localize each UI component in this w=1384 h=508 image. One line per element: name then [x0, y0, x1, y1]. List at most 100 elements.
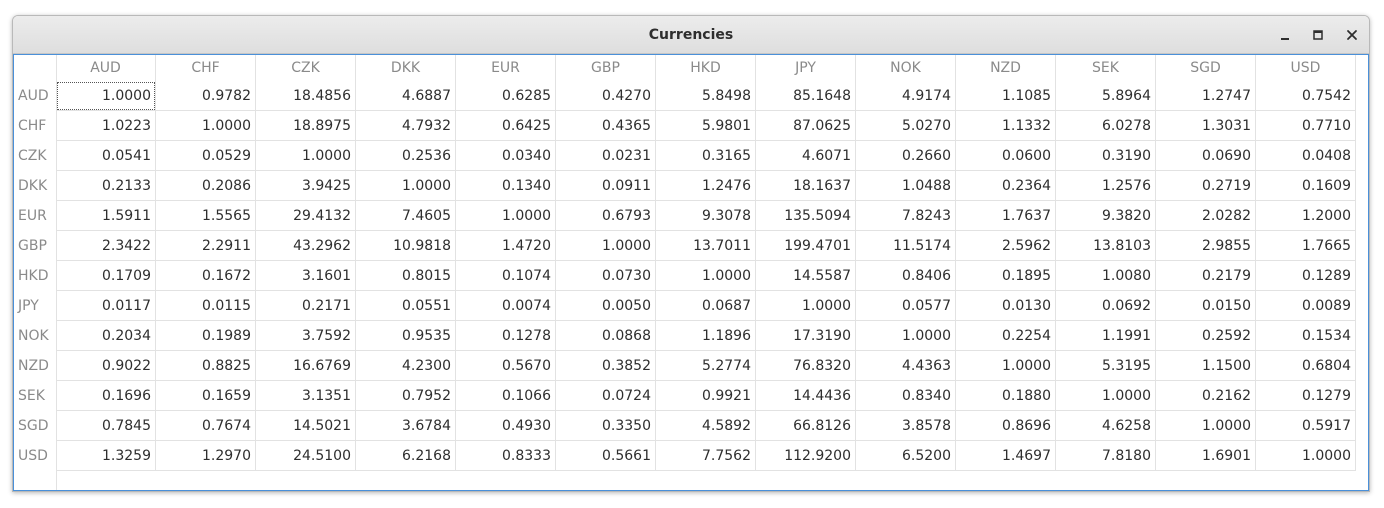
rate-cell-eur-jpy[interactable]: 135.5094 — [756, 201, 856, 231]
rate-cell-jpy-hkd[interactable]: 0.0687 — [656, 291, 756, 321]
rate-cell-czk-hkd[interactable]: 0.3165 — [656, 141, 756, 171]
rate-cell-sek-hkd[interactable]: 0.9921 — [656, 381, 756, 411]
rate-cell-dkk-jpy[interactable]: 18.1637 — [756, 171, 856, 201]
rate-cell-sek-dkk[interactable]: 0.7952 — [356, 381, 456, 411]
rate-cell-aud-chf[interactable]: 0.9782 — [156, 81, 256, 111]
rate-cell-usd-nok[interactable]: 6.5200 — [856, 441, 956, 471]
rate-cell-gbp-eur[interactable]: 1.4720 — [456, 231, 556, 261]
rate-cell-aud-eur[interactable]: 0.6285 — [456, 81, 556, 111]
rate-cell-usd-nzd[interactable]: 1.4697 — [956, 441, 1056, 471]
rate-cell-dkk-chf[interactable]: 0.2086 — [156, 171, 256, 201]
rate-cell-chf-nzd[interactable]: 1.1332 — [956, 111, 1056, 141]
rate-cell-gbp-aud[interactable]: 2.3422 — [56, 231, 156, 261]
rate-cell-nok-chf[interactable]: 0.1989 — [156, 321, 256, 351]
rate-cell-chf-aud[interactable]: 1.0223 — [56, 111, 156, 141]
rate-cell-nzd-hkd[interactable]: 5.2774 — [656, 351, 756, 381]
rate-cell-nzd-sgd[interactable]: 1.1500 — [1156, 351, 1256, 381]
rate-cell-czk-czk[interactable]: 1.0000 — [256, 141, 356, 171]
rate-cell-aud-nok[interactable]: 4.9174 — [856, 81, 956, 111]
rate-cell-nzd-aud[interactable]: 0.9022 — [56, 351, 156, 381]
rate-cell-hkd-czk[interactable]: 3.1601 — [256, 261, 356, 291]
rate-cell-aud-hkd[interactable]: 5.8498 — [656, 81, 756, 111]
rate-cell-usd-sgd[interactable]: 1.6901 — [1156, 441, 1256, 471]
rate-cell-chf-chf[interactable]: 1.0000 — [156, 111, 256, 141]
rate-cell-sek-nok[interactable]: 0.8340 — [856, 381, 956, 411]
minimize-button[interactable] — [1276, 26, 1294, 44]
rate-cell-czk-eur[interactable]: 0.0340 — [456, 141, 556, 171]
rate-cell-sek-sgd[interactable]: 0.2162 — [1156, 381, 1256, 411]
rate-cell-nzd-dkk[interactable]: 4.2300 — [356, 351, 456, 381]
rate-cell-jpy-eur[interactable]: 0.0074 — [456, 291, 556, 321]
rate-cell-czk-nok[interactable]: 0.2660 — [856, 141, 956, 171]
rate-cell-nok-sek[interactable]: 1.1991 — [1056, 321, 1156, 351]
rate-cell-aud-gbp[interactable]: 0.4270 — [556, 81, 656, 111]
rate-cell-sgd-chf[interactable]: 0.7674 — [156, 411, 256, 441]
rate-cell-jpy-gbp[interactable]: 0.0050 — [556, 291, 656, 321]
rate-cell-sgd-sgd[interactable]: 1.0000 — [1156, 411, 1256, 441]
rate-cell-sek-czk[interactable]: 3.1351 — [256, 381, 356, 411]
rate-cell-sgd-dkk[interactable]: 3.6784 — [356, 411, 456, 441]
rate-cell-eur-nzd[interactable]: 1.7637 — [956, 201, 1056, 231]
rate-cell-nzd-jpy[interactable]: 76.8320 — [756, 351, 856, 381]
rate-cell-eur-eur[interactable]: 1.0000 — [456, 201, 556, 231]
rate-cell-jpy-jpy[interactable]: 1.0000 — [756, 291, 856, 321]
rate-cell-dkk-nzd[interactable]: 0.2364 — [956, 171, 1056, 201]
rate-cell-sgd-sek[interactable]: 4.6258 — [1056, 411, 1156, 441]
close-button[interactable] — [1343, 26, 1361, 44]
rate-cell-sek-chf[interactable]: 0.1659 — [156, 381, 256, 411]
rate-cell-gbp-jpy[interactable]: 199.4701 — [756, 231, 856, 261]
rate-cell-czk-sek[interactable]: 0.3190 — [1056, 141, 1156, 171]
rate-cell-sek-nzd[interactable]: 0.1880 — [956, 381, 1056, 411]
maximize-button[interactable] — [1309, 26, 1327, 44]
rate-cell-aud-usd[interactable]: 0.7542 — [1256, 81, 1356, 111]
rate-cell-hkd-hkd[interactable]: 1.0000 — [656, 261, 756, 291]
rate-cell-eur-hkd[interactable]: 9.3078 — [656, 201, 756, 231]
rate-cell-nok-aud[interactable]: 0.2034 — [56, 321, 156, 351]
rate-cell-gbp-nzd[interactable]: 2.5962 — [956, 231, 1056, 261]
rate-cell-aud-jpy[interactable]: 85.1648 — [756, 81, 856, 111]
rate-cell-czk-sgd[interactable]: 0.0690 — [1156, 141, 1256, 171]
rate-cell-gbp-sgd[interactable]: 2.9855 — [1156, 231, 1256, 261]
rate-cell-jpy-nzd[interactable]: 0.0130 — [956, 291, 1056, 321]
rate-cell-jpy-nok[interactable]: 0.0577 — [856, 291, 956, 321]
rate-cell-jpy-chf[interactable]: 0.0115 — [156, 291, 256, 321]
rate-cell-chf-sek[interactable]: 6.0278 — [1056, 111, 1156, 141]
rate-cell-aud-sek[interactable]: 5.8964 — [1056, 81, 1156, 111]
rate-cell-hkd-nok[interactable]: 0.8406 — [856, 261, 956, 291]
rate-cell-eur-nok[interactable]: 7.8243 — [856, 201, 956, 231]
rate-cell-dkk-usd[interactable]: 0.1609 — [1256, 171, 1356, 201]
rate-cell-sgd-eur[interactable]: 0.4930 — [456, 411, 556, 441]
rate-cell-nok-hkd[interactable]: 1.1896 — [656, 321, 756, 351]
rate-cell-nok-jpy[interactable]: 17.3190 — [756, 321, 856, 351]
rate-cell-hkd-usd[interactable]: 0.1289 — [1256, 261, 1356, 291]
rate-cell-usd-czk[interactable]: 24.5100 — [256, 441, 356, 471]
rate-cell-usd-sek[interactable]: 7.8180 — [1056, 441, 1156, 471]
rate-cell-gbp-nok[interactable]: 11.5174 — [856, 231, 956, 261]
rate-cell-eur-chf[interactable]: 1.5565 — [156, 201, 256, 231]
rate-cell-jpy-sgd[interactable]: 0.0150 — [1156, 291, 1256, 321]
rate-cell-nzd-sek[interactable]: 5.3195 — [1056, 351, 1156, 381]
rate-cell-usd-eur[interactable]: 0.8333 — [456, 441, 556, 471]
rate-cell-jpy-sek[interactable]: 0.0692 — [1056, 291, 1156, 321]
rate-cell-dkk-hkd[interactable]: 1.2476 — [656, 171, 756, 201]
rate-cell-gbp-czk[interactable]: 43.2962 — [256, 231, 356, 261]
rate-cell-sgd-nzd[interactable]: 0.8696 — [956, 411, 1056, 441]
rate-cell-hkd-sek[interactable]: 1.0080 — [1056, 261, 1156, 291]
rate-cell-nzd-chf[interactable]: 0.8825 — [156, 351, 256, 381]
rate-cell-nzd-czk[interactable]: 16.6769 — [256, 351, 356, 381]
rate-cell-chf-eur[interactable]: 0.6425 — [456, 111, 556, 141]
rate-cell-nok-sgd[interactable]: 0.2592 — [1156, 321, 1256, 351]
rate-cell-nzd-nok[interactable]: 4.4363 — [856, 351, 956, 381]
rate-cell-hkd-eur[interactable]: 0.1074 — [456, 261, 556, 291]
rate-cell-sgd-usd[interactable]: 0.5917 — [1256, 411, 1356, 441]
rate-cell-czk-dkk[interactable]: 0.2536 — [356, 141, 456, 171]
rate-cell-sek-jpy[interactable]: 14.4436 — [756, 381, 856, 411]
rate-cell-eur-sgd[interactable]: 2.0282 — [1156, 201, 1256, 231]
rate-cell-usd-dkk[interactable]: 6.2168 — [356, 441, 456, 471]
rate-cell-hkd-nzd[interactable]: 0.1895 — [956, 261, 1056, 291]
rate-cell-dkk-eur[interactable]: 0.1340 — [456, 171, 556, 201]
rate-cell-gbp-hkd[interactable]: 13.7011 — [656, 231, 756, 261]
rate-cell-nok-nzd[interactable]: 0.2254 — [956, 321, 1056, 351]
rate-cell-chf-hkd[interactable]: 5.9801 — [656, 111, 756, 141]
rate-cell-jpy-czk[interactable]: 0.2171 — [256, 291, 356, 321]
